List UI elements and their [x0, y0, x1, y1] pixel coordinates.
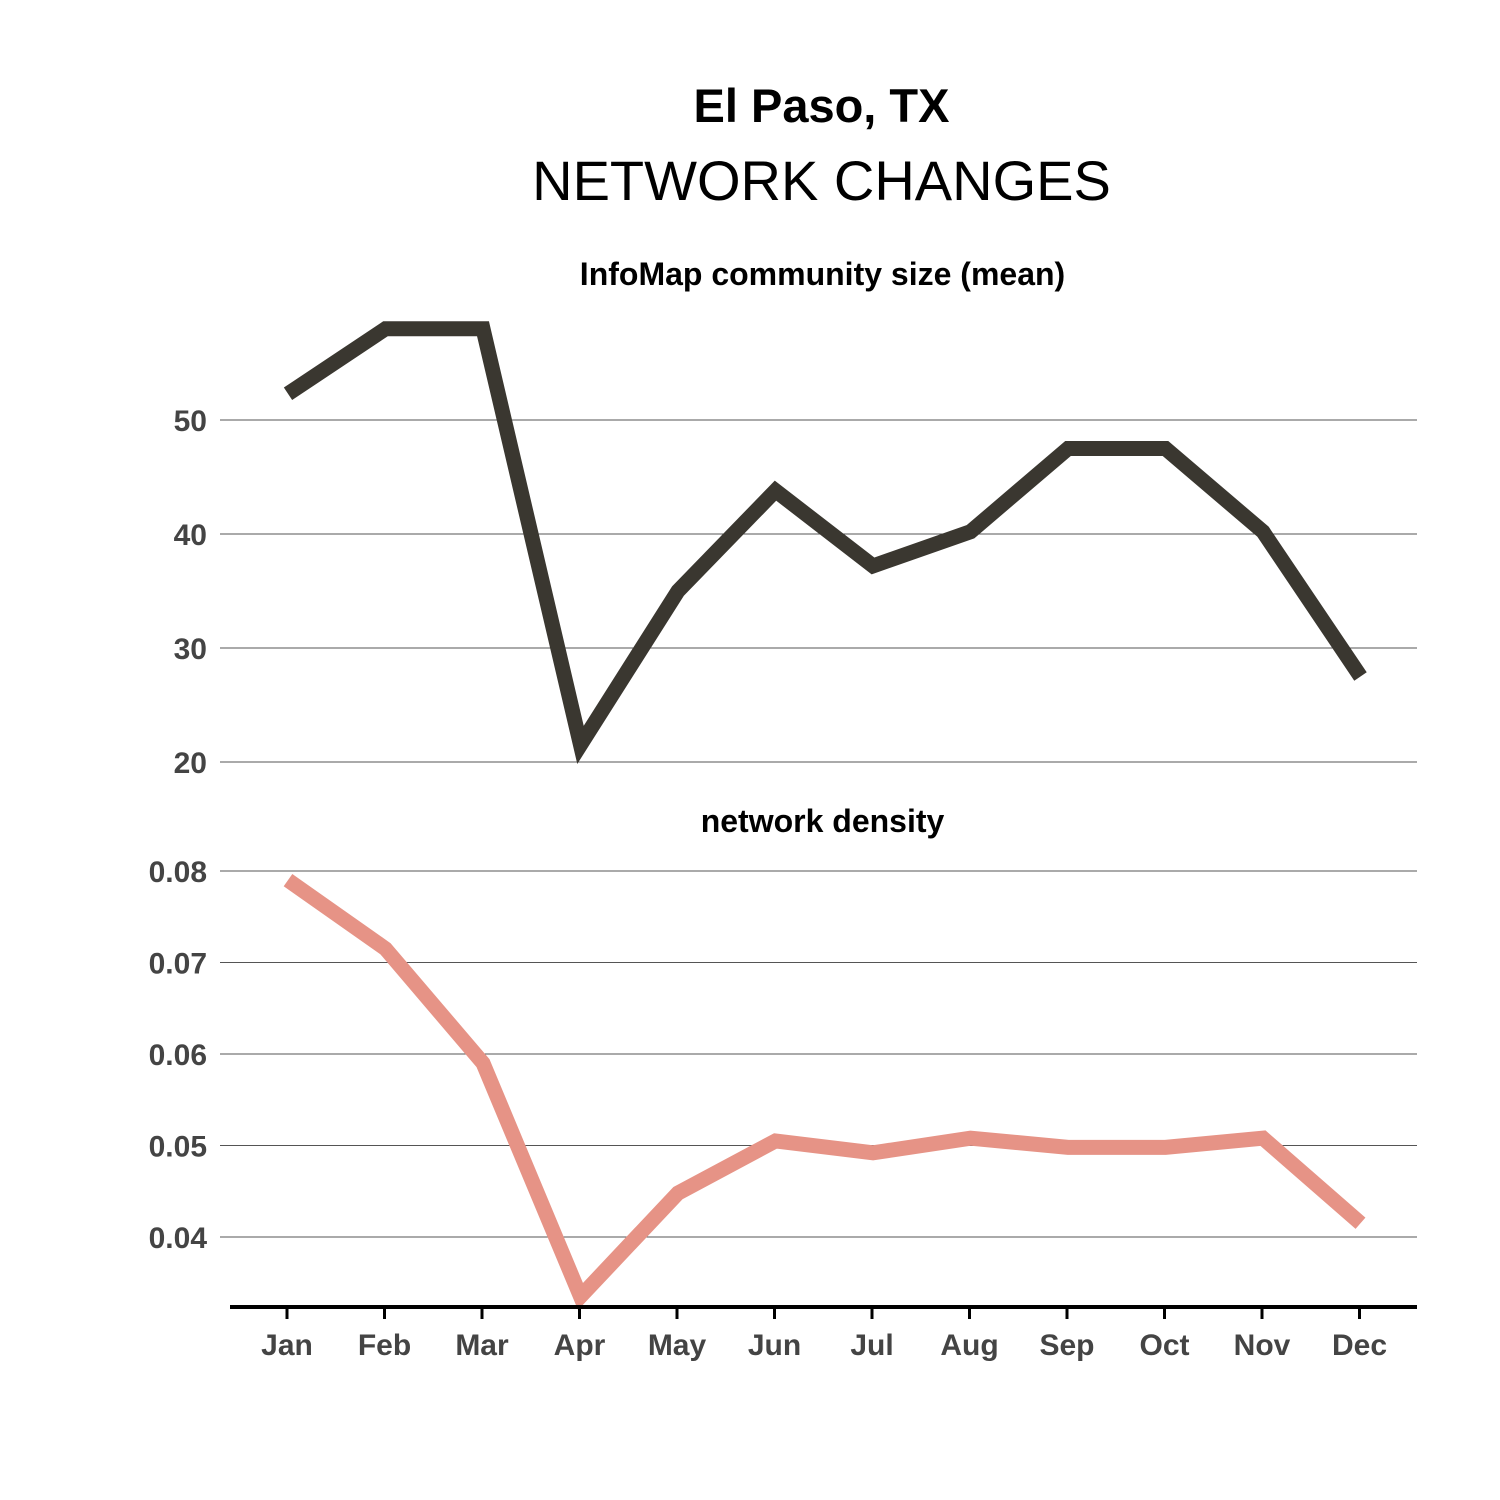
data-point-1-jan: [285, 391, 291, 397]
y-tick-label-2-1: 0.05: [149, 1131, 207, 1164]
data-point-1-jul: [870, 563, 876, 569]
y-tick-label-2-3: 0.07: [149, 948, 207, 981]
x-tick-label-apr: Apr: [554, 1329, 606, 1362]
chart-title: El Paso, TX: [693, 79, 950, 132]
data-point-2-apr: [578, 1293, 584, 1299]
data-point-1-aug: [968, 529, 974, 535]
x-tick-label-jun: Jun: [748, 1329, 801, 1362]
data-point-1-feb: [383, 326, 389, 332]
y-tick-label-1-3: 50: [174, 405, 207, 438]
data-point-2-dec: [1358, 1220, 1364, 1226]
y-tick-label-1-1: 30: [174, 633, 207, 666]
data-point-1-may: [675, 588, 681, 594]
x-tick-label-aug: Aug: [940, 1329, 998, 1362]
data-point-2-sep: [1065, 1144, 1071, 1150]
data-point-1-apr: [578, 742, 584, 748]
y-tick-label-2-2: 0.06: [149, 1039, 207, 1072]
data-point-2-oct: [1163, 1144, 1169, 1150]
panel-title-2: network density: [701, 803, 945, 839]
data-point-2-mar: [480, 1060, 486, 1066]
y-tick-label-1-2: 40: [174, 519, 207, 552]
data-point-2-jun: [773, 1138, 779, 1144]
data-point-1-oct: [1163, 446, 1169, 452]
data-point-1-sep: [1065, 446, 1071, 452]
data-point-2-aug: [968, 1135, 974, 1141]
data-point-2-may: [675, 1190, 681, 1196]
x-tick-label-may: May: [648, 1329, 707, 1362]
x-tick-label-dec: Dec: [1332, 1329, 1387, 1362]
data-point-1-mar: [480, 326, 486, 332]
series-line-2: [283, 874, 1366, 1311]
data-point-2-jan: [285, 877, 291, 883]
data-point-2-nov: [1260, 1135, 1266, 1141]
y-tick-label-1-0: 20: [174, 747, 207, 780]
data-point-2-jul: [870, 1150, 876, 1156]
x-tick-label-jan: Jan: [261, 1329, 313, 1362]
data-point-1-dec: [1358, 674, 1364, 680]
y-tick-label-2-4: 0.08: [149, 856, 207, 889]
x-tick-label-mar: Mar: [455, 1329, 509, 1362]
chart-subtitle: NETWORK CHANGES: [532, 149, 1111, 212]
y-tick-label-2-0: 0.04: [149, 1222, 208, 1255]
x-tick-label-sep: Sep: [1039, 1329, 1094, 1362]
x-tick-label-oct: Oct: [1139, 1329, 1189, 1362]
data-point-1-nov: [1260, 529, 1266, 535]
data-point-2-feb: [383, 946, 389, 952]
panel-title-1: InfoMap community size (mean): [580, 256, 1065, 292]
x-tick-label-jul: Jul: [850, 1329, 893, 1362]
x-tick-label-feb: Feb: [358, 1329, 411, 1362]
data-point-1-jun: [773, 488, 779, 494]
series-line-1: [283, 321, 1367, 765]
x-tick-label-nov: Nov: [1234, 1329, 1291, 1362]
